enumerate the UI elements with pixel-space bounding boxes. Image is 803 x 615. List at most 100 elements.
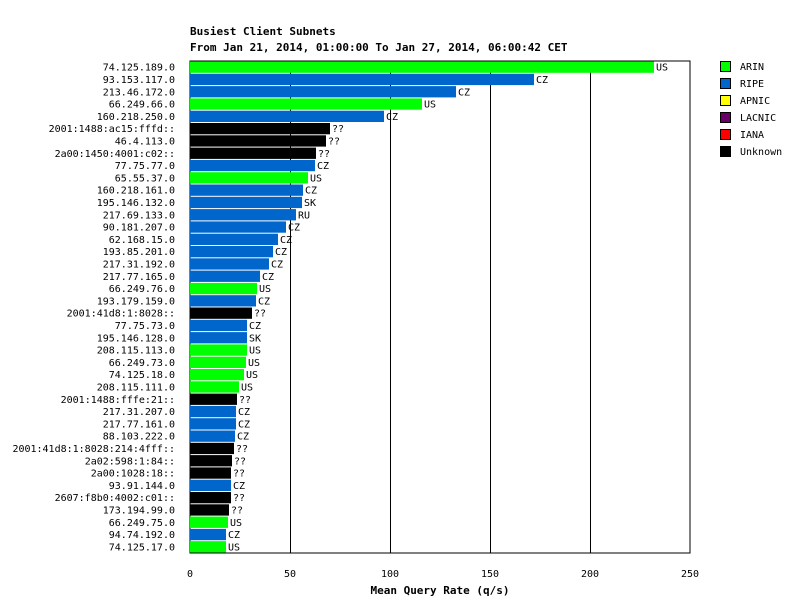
x-tick-label: 50 — [284, 569, 296, 580]
bar-data-label: ?? — [239, 395, 251, 406]
legend-entry-label: APNIC — [740, 96, 770, 107]
bar — [190, 209, 296, 221]
bar-data-label: CZ — [233, 481, 245, 492]
bar — [190, 307, 252, 319]
bar-data-label: US — [424, 100, 436, 111]
bar-category-label: 217.69.133.0 — [103, 210, 175, 221]
chart-title: Busiest Client Subnets — [190, 25, 336, 38]
bar-data-label: ?? — [318, 149, 330, 160]
bar-data-label: ?? — [236, 444, 248, 455]
x-tick-label: 100 — [381, 569, 399, 580]
bar — [190, 430, 235, 442]
legend-swatch — [720, 112, 731, 123]
bar — [190, 221, 286, 233]
bar-data-label: US — [656, 63, 668, 74]
bar — [190, 123, 330, 135]
bar-data-label: CZ — [458, 87, 470, 98]
bar — [190, 110, 384, 122]
bar-category-label: 2001:1488:fffe:21:: — [61, 395, 175, 406]
bar — [190, 73, 534, 86]
bar-category-label: 2607:f8b0:4002:c01:: — [55, 493, 175, 504]
bar-data-label: CZ — [536, 75, 548, 86]
bar-data-label: RU — [298, 210, 310, 221]
bar — [190, 270, 260, 282]
bar-category-label: 217.31.192.0 — [103, 259, 175, 270]
bar — [190, 418, 236, 430]
bar — [190, 467, 231, 479]
bar — [190, 282, 257, 295]
bar-category-label: 66.249.73.0 — [109, 358, 175, 369]
bar-data-label: SK — [249, 333, 261, 344]
bar — [190, 442, 234, 455]
bar-data-label: US — [228, 542, 240, 553]
bar — [190, 98, 422, 110]
legend-entry-label: Unknown — [740, 147, 782, 158]
bar — [190, 455, 232, 467]
bar-data-label: CZ — [238, 407, 250, 418]
legend-entry-label: LACNIC — [740, 113, 776, 124]
bar-data-label: CZ — [271, 259, 283, 270]
bar-category-label: 88.103.222.0 — [103, 432, 175, 443]
bar-data-label: CZ — [238, 419, 250, 430]
legend-entry-label: RIPE — [740, 79, 764, 90]
legend-swatch — [720, 95, 731, 106]
bar-category-label: 46.4.113.0 — [115, 136, 175, 147]
bar — [190, 135, 326, 147]
bar-data-label: CZ — [288, 223, 300, 234]
bar-data-label: US — [246, 370, 258, 381]
bar — [190, 172, 308, 184]
bar — [190, 295, 256, 307]
x-tick-label: 0 — [187, 569, 193, 580]
bar — [190, 504, 229, 516]
x-tick-label: 250 — [681, 569, 699, 580]
bar-data-label: ?? — [234, 456, 246, 467]
bar-data-label: ?? — [328, 136, 340, 147]
bar-data-label: ?? — [332, 124, 344, 135]
bar-category-label: 2a00:1450:4001:c02:: — [55, 149, 175, 160]
bar — [190, 147, 316, 159]
bar-category-label: 193.85.201.0 — [103, 247, 175, 258]
legend-entry-label: IANA — [740, 130, 764, 141]
bar-data-label: US — [249, 346, 261, 357]
bar-data-label: CZ — [275, 247, 287, 258]
bar-category-label: 66.249.66.0 — [109, 100, 175, 111]
legend-swatch — [720, 146, 731, 157]
bar — [190, 184, 303, 196]
bar-data-label: CZ — [262, 272, 274, 283]
legend-swatch — [720, 61, 731, 72]
bar-data-label: US — [259, 284, 271, 295]
bar-category-label: 195.146.132.0 — [97, 198, 175, 209]
bar-category-label: 2a00:1028:18:: — [91, 469, 175, 480]
bar-data-label: US — [241, 382, 253, 393]
chart-subtitle: From Jan 21, 2014, 01:00:00 To Jan 27, 2… — [190, 41, 568, 54]
bar — [190, 258, 269, 270]
bar — [190, 332, 247, 344]
bar-category-label: 213.46.172.0 — [103, 87, 175, 98]
bar — [190, 233, 278, 245]
bar-data-label: CZ — [249, 321, 261, 332]
bar — [190, 356, 246, 368]
bar-category-label: 193.179.159.0 — [97, 296, 175, 307]
bar — [190, 528, 226, 541]
bar-category-label: 217.77.161.0 — [103, 419, 175, 430]
bar-category-label: 77.75.73.0 — [115, 321, 175, 332]
x-tick-label: 200 — [581, 569, 599, 580]
bar-category-label: 208.115.111.0 — [97, 382, 175, 393]
bar-category-label: 66.249.76.0 — [109, 284, 175, 295]
bar-data-label: CZ — [386, 112, 398, 123]
bar-data-label: US — [310, 173, 322, 184]
bar-category-label: 90.181.207.0 — [103, 223, 175, 234]
bar-category-label: 2001:1488:ac15:fffd:: — [49, 124, 175, 135]
legend-swatch — [720, 78, 731, 89]
bar — [190, 405, 236, 418]
bar-category-label: 217.77.165.0 — [103, 272, 175, 283]
bar-category-label: 93.91.144.0 — [109, 481, 175, 492]
bar-category-label: 74.125.17.0 — [109, 542, 175, 553]
legend-entry-label: ARIN — [740, 62, 764, 73]
bar — [190, 319, 247, 332]
bar-data-label: US — [248, 358, 260, 369]
bar-data-label: CZ — [317, 161, 329, 172]
bar-category-label: 2a02:598:1:84:: — [85, 456, 175, 467]
bar-category-label: 160.218.161.0 — [97, 186, 175, 197]
